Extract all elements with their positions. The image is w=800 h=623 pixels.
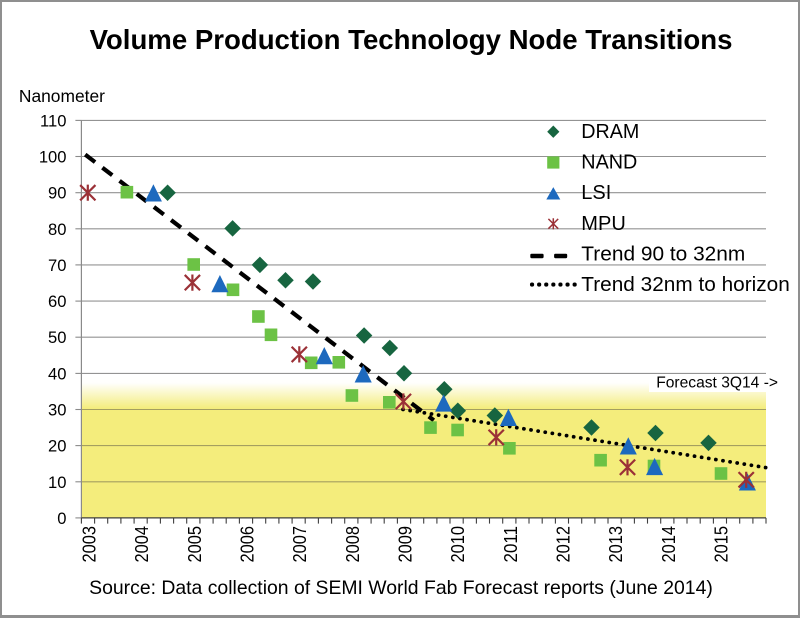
svg-text:100: 100 [39,148,67,167]
svg-text:2012: 2012 [553,526,574,563]
svg-text:0: 0 [57,509,66,528]
svg-text:2014: 2014 [658,526,679,563]
svg-text:2007: 2007 [289,526,310,563]
svg-text:60: 60 [48,292,66,311]
svg-text:MPU: MPU [581,212,626,235]
svg-text:2009: 2009 [395,526,416,563]
svg-text:Source: Data collection of SEM: Source: Data collection of SEMI World Fa… [89,577,713,599]
svg-text:LSI: LSI [581,181,611,204]
svg-text:50: 50 [48,328,66,347]
svg-text:Forecast 3Q14 ->: Forecast 3Q14 -> [656,375,778,392]
svg-text:Trend 90 to 32nm: Trend 90 to 32nm [581,242,745,265]
svg-text:2008: 2008 [342,526,363,563]
svg-text:10: 10 [48,473,66,492]
svg-text:Volume Production Technology N: Volume Production Technology Node Transi… [90,24,733,55]
svg-text:2010: 2010 [447,526,468,563]
svg-text:2004: 2004 [131,526,152,563]
svg-text:2006: 2006 [237,526,258,563]
svg-text:2005: 2005 [184,526,205,563]
svg-text:80: 80 [48,220,66,239]
svg-text:110: 110 [40,111,66,130]
svg-text:2011: 2011 [500,526,521,563]
svg-text:Trend 32nm to horizon: Trend 32nm to horizon [581,273,790,296]
svg-text:2015: 2015 [711,526,732,563]
svg-text:40: 40 [48,364,66,383]
svg-text:2013: 2013 [605,526,626,563]
svg-text:70: 70 [48,256,66,275]
svg-text:NAND: NAND [581,150,637,173]
svg-text:Nanometer: Nanometer [19,86,105,106]
svg-text:2003: 2003 [79,526,100,563]
svg-text:30: 30 [48,401,66,420]
svg-text:DRAM: DRAM [581,120,639,143]
svg-text:90: 90 [48,184,66,203]
svg-text:20: 20 [48,437,66,456]
